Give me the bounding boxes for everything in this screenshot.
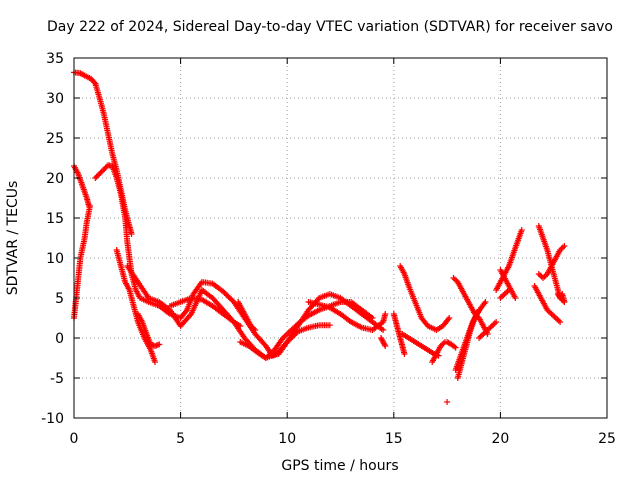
data-point bbox=[505, 287, 512, 293]
y-tick-label: -5 bbox=[50, 371, 64, 387]
data-point bbox=[444, 399, 451, 405]
data-point bbox=[187, 312, 194, 319]
data-point bbox=[182, 308, 189, 315]
data-point bbox=[446, 315, 453, 321]
data-point bbox=[482, 299, 489, 305]
data-point bbox=[86, 203, 93, 209]
data-point bbox=[561, 243, 568, 249]
y-tick-label: -10 bbox=[41, 411, 64, 427]
x-axis-label: GPS time / hours bbox=[281, 458, 398, 474]
data-point bbox=[369, 315, 376, 321]
x-tick-label: 15 bbox=[385, 431, 403, 447]
data-point bbox=[493, 319, 500, 325]
x-tick-label: 5 bbox=[176, 431, 185, 447]
data-point bbox=[382, 311, 389, 317]
x-tick-label: 20 bbox=[491, 431, 509, 447]
y-tick-label: 30 bbox=[46, 91, 64, 107]
plot-frame bbox=[73, 57, 608, 419]
y-tick-label: 15 bbox=[46, 211, 64, 227]
x-tick-label: 25 bbox=[598, 431, 616, 447]
data-point bbox=[152, 359, 159, 365]
y-tick-label: 0 bbox=[55, 331, 64, 347]
data-point bbox=[561, 299, 568, 305]
data-point bbox=[326, 322, 333, 329]
data-point bbox=[381, 341, 388, 348]
data-point bbox=[401, 351, 408, 357]
data-points-layer bbox=[71, 69, 568, 405]
data-point bbox=[382, 343, 389, 349]
y-tick-label: 20 bbox=[46, 171, 64, 187]
data-point bbox=[252, 327, 259, 333]
data-point bbox=[557, 319, 564, 325]
data-point bbox=[128, 231, 135, 237]
data-point bbox=[380, 327, 387, 333]
y-tick-label: 25 bbox=[46, 131, 64, 147]
data-point bbox=[156, 341, 163, 348]
data-point bbox=[445, 316, 452, 323]
data-point bbox=[452, 344, 459, 351]
chart-title: Day 222 of 2024, Sidereal Day-to-day VTE… bbox=[47, 19, 613, 35]
y-tick-label: 5 bbox=[55, 291, 64, 307]
data-point bbox=[476, 307, 483, 313]
y-axis-label: SDTVAR / TECUs bbox=[5, 181, 21, 296]
ticks-layer: 0 5 10 15 20 25 -10 -5 0 5 10 15 20 25 30 35 bbox=[41, 51, 616, 447]
data-point bbox=[512, 295, 519, 301]
y-tick-label: 10 bbox=[46, 251, 64, 267]
data-point bbox=[103, 163, 110, 170]
data-point bbox=[518, 227, 525, 233]
x-tick-label: 10 bbox=[278, 431, 296, 447]
y-tick-label: 35 bbox=[46, 51, 64, 67]
data-point bbox=[293, 329, 300, 336]
data-point bbox=[237, 323, 244, 329]
x-tick-label: 0 bbox=[70, 431, 79, 447]
